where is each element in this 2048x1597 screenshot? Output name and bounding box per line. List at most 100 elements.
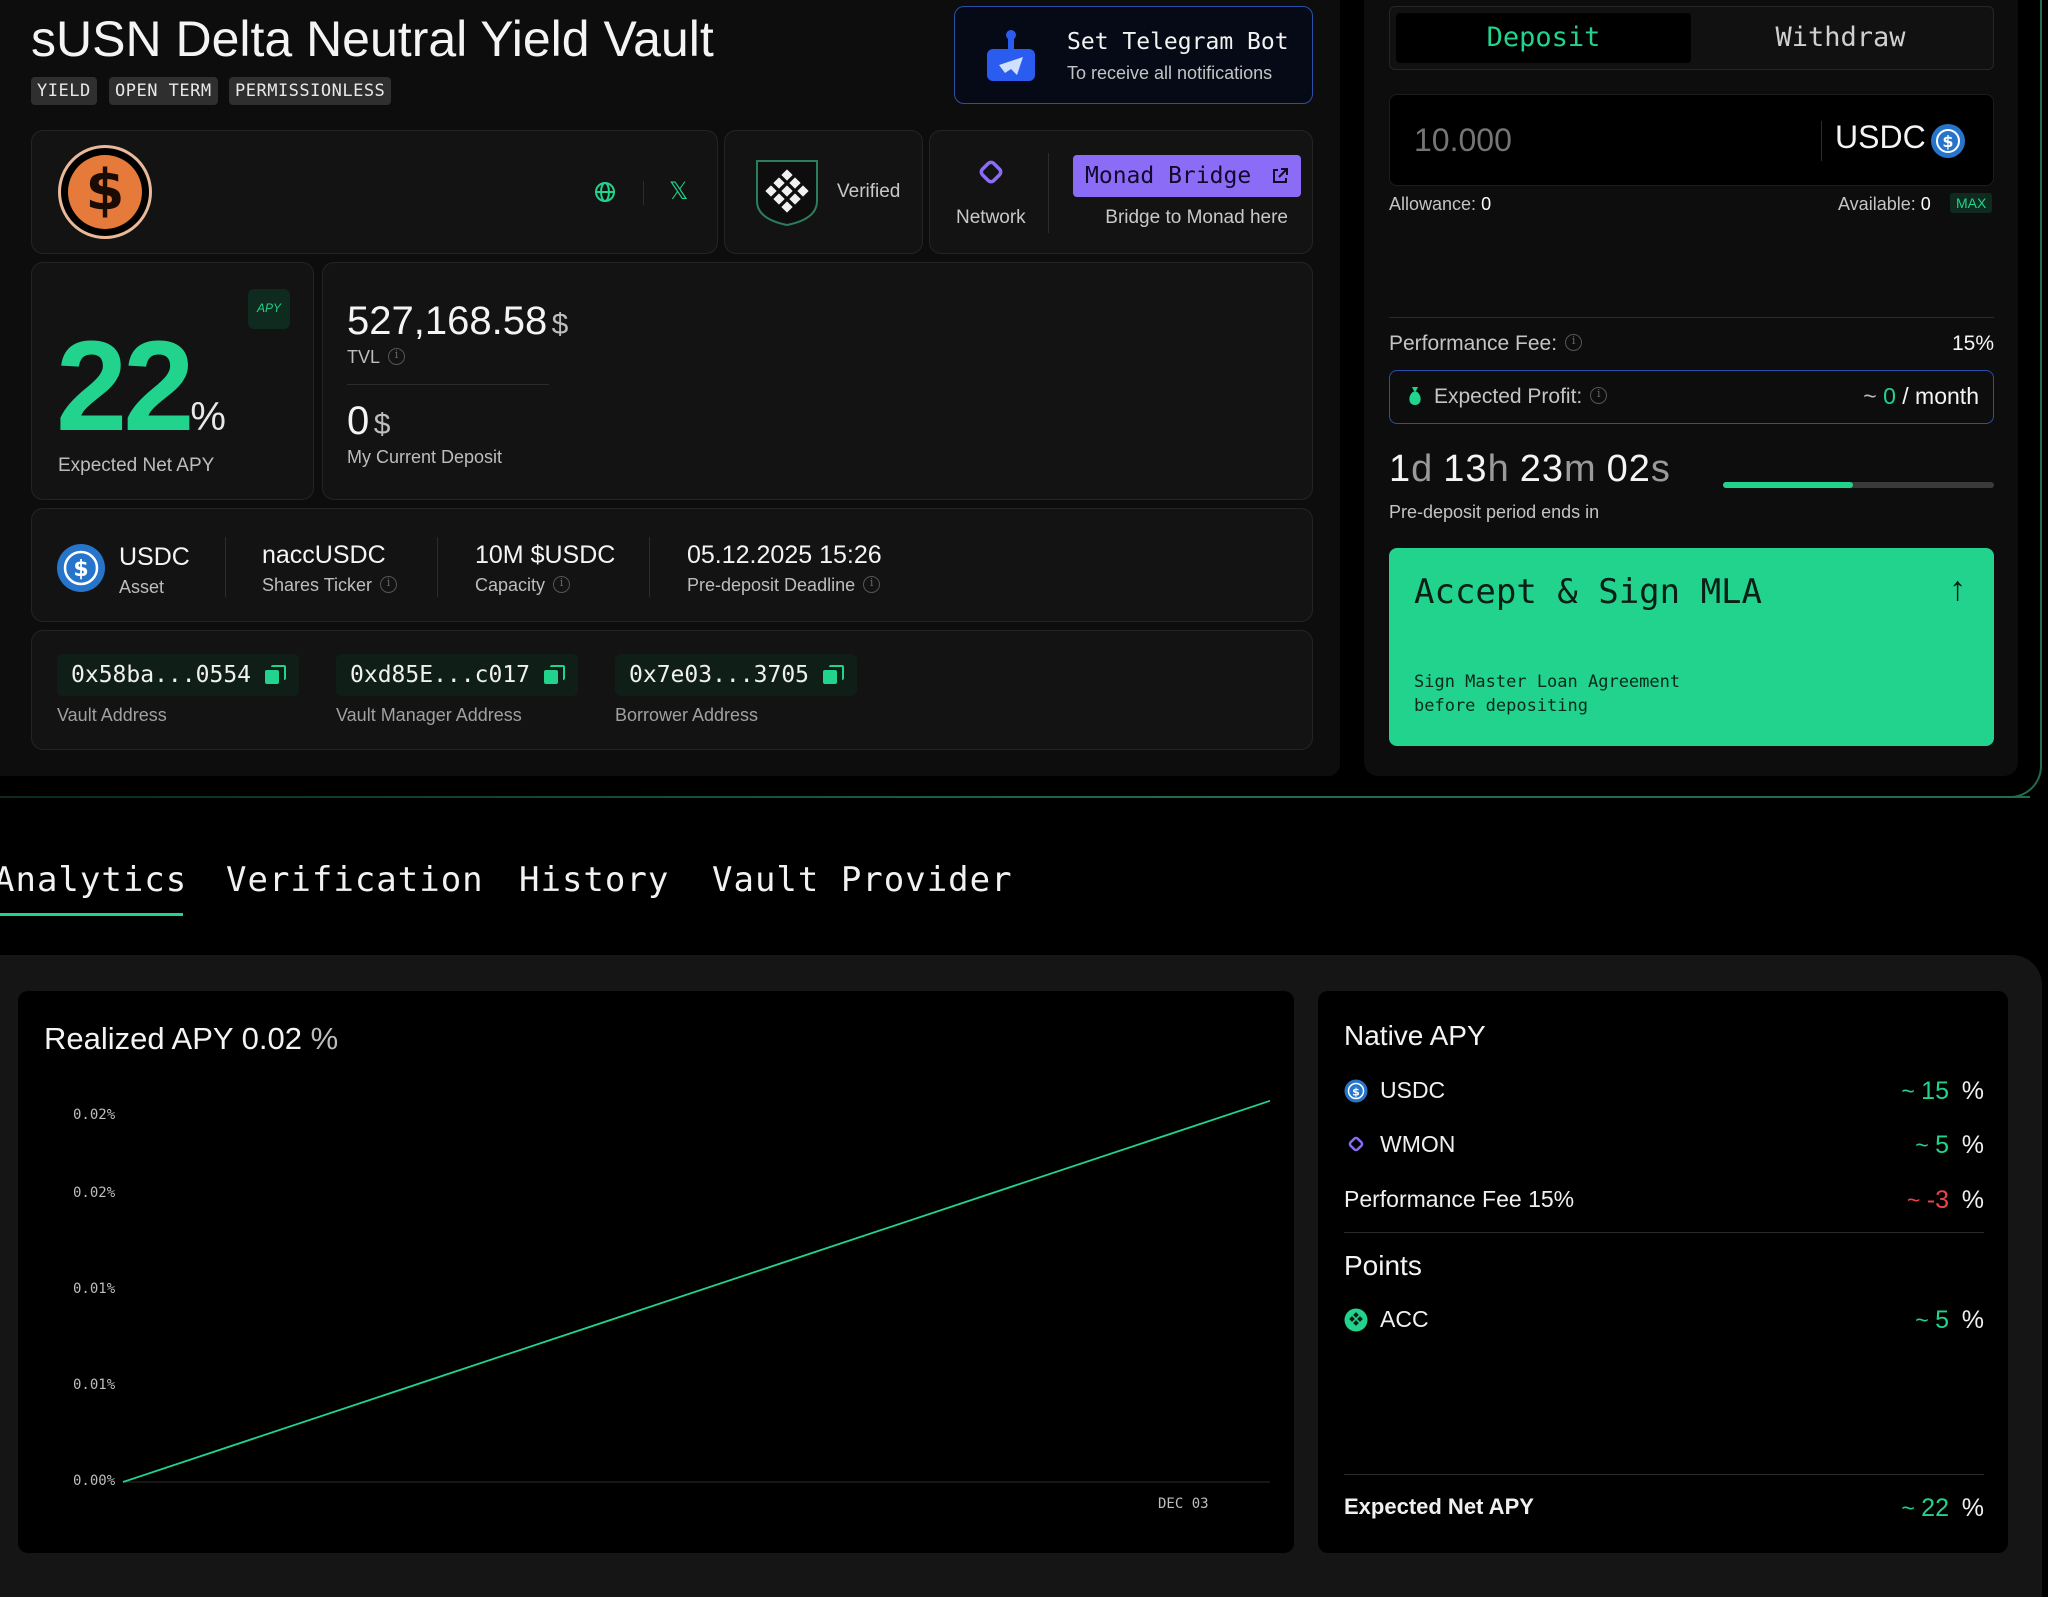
vault-manager-address-label: Vault Manager Address [336, 705, 522, 725]
native-apy-row-performance-fee: Performance Fee 15% ~ -3 % [1344, 1186, 1984, 1214]
apy-value: 22% [56, 315, 226, 458]
my-deposit-value: 0 $ [347, 399, 391, 443]
native-apy-name: Performance Fee 15% [1344, 1186, 1575, 1212]
copy-icon[interactable] [823, 665, 845, 685]
expected-profit-box: Expected Profit: ~ 0 / month [1389, 370, 1994, 424]
robot-icon [987, 30, 1035, 81]
tag-yield: YIELD [31, 77, 97, 105]
tag-open-term: OPEN TERM [109, 77, 218, 105]
countdown-progress-track [1723, 482, 1994, 488]
capacity-label: Capacity [475, 575, 571, 596]
monad-bridge-label: Monad Bridge [1085, 163, 1252, 189]
performance-fee-label: Performance Fee: [1389, 332, 1583, 356]
native-apy-title: Native APY [1344, 1020, 1486, 1051]
native-apy-name: WMON [1380, 1131, 1456, 1157]
y-tick-label: 0.02% [73, 1107, 116, 1123]
svg-text:$: $ [73, 557, 88, 582]
info-icon[interactable] [1565, 333, 1583, 351]
arrow-up-icon: ↑ [1949, 570, 1966, 608]
copy-icon[interactable] [265, 665, 287, 685]
token-selector[interactable]: USDC [1835, 119, 1926, 155]
tab-verification[interactable]: Verification [226, 860, 484, 900]
tab-analytics[interactable]: Analytics [0, 860, 188, 900]
max-button[interactable]: MAX [1950, 193, 1993, 213]
native-apy-row-wmon: WMON ~ 5 % [1344, 1131, 1984, 1171]
tab-vault-provider[interactable]: Vault Provider [712, 860, 1013, 900]
vault-address-chip[interactable]: 0x58ba...0554 [57, 654, 300, 696]
native-apy-row-usdc: $ USDC ~ 15 % [1344, 1077, 1984, 1117]
expected-net-apy-label: Expected Net APY [1344, 1494, 1534, 1519]
capacity-value: 10M $USDC [475, 541, 616, 569]
tvl-value: 527,168.58 $ [347, 299, 569, 343]
monad-icon [1348, 1136, 1364, 1152]
tab-analytics-underline [0, 913, 183, 916]
network-label: Network [956, 207, 1026, 228]
shares-ticker-label: Shares Ticker [262, 575, 398, 596]
shares-ticker-value: naccUSDC [262, 541, 386, 569]
available: Available: 0 [1838, 194, 1931, 214]
info-icon[interactable] [863, 575, 881, 593]
asset-label: Asset [119, 577, 165, 597]
usdc-token-icon: $ [1931, 124, 1965, 158]
info-icon[interactable] [1590, 386, 1608, 404]
y-tick-label: 0.01% [73, 1377, 116, 1393]
cta-subtitle-2: before depositing [1414, 696, 1588, 716]
usdc-icon: $ [57, 544, 105, 592]
points-name: ACC [1380, 1306, 1429, 1332]
allowance: Allowance: 0 [1389, 194, 1492, 214]
y-tick-label: 0.02% [73, 1185, 116, 1201]
vault-address-label: Vault Address [57, 705, 167, 725]
tag-permissionless: PERMISSIONLESS [229, 77, 392, 105]
expected-profit-value: ~ 0 / month [1863, 383, 1979, 409]
monad-bridge-button[interactable]: Monad Bridge [1073, 155, 1302, 197]
expected-net-apy-row: Expected Net APY ~ 22 % [1344, 1494, 1984, 1522]
y-tick-label: 0.00% [73, 1473, 116, 1489]
amount-input-box: USDC $ [1389, 94, 1994, 186]
x-tick-label: DEC 03 [1158, 1496, 1209, 1512]
usdc-icon: $ [1344, 1079, 1368, 1103]
tab-history[interactable]: History [519, 860, 670, 900]
money-bag-icon [1409, 387, 1421, 405]
asset-details-row: $ USDC Asset naccUSDC Shares Ticker 10M … [31, 508, 1313, 622]
realized-apy-line-chart [122, 1099, 1271, 1483]
telegram-bot-title: Set Telegram Bot [1067, 29, 1289, 55]
vault-title: sUSN Delta Neutral Yield Vault [31, 11, 714, 67]
deadline-value: 05.12.2025 15:26 [687, 541, 882, 569]
deadline-label: Pre-deposit Deadline [687, 575, 881, 596]
tvl-label: TVL [347, 347, 406, 368]
native-apy-panel [1318, 991, 2008, 1553]
asset-value: USDC [119, 543, 190, 571]
vault-logo: $ [58, 145, 152, 239]
copy-icon[interactable] [544, 665, 566, 685]
monad-network-icon [979, 160, 1003, 184]
vault-manager-address-chip[interactable]: 0xd85E...c017 [336, 654, 579, 696]
tvl-card: 527,168.58 $ TVL 0 $ My Current Deposit [322, 262, 1313, 500]
bridge-caption: Bridge to Monad here [1105, 207, 1288, 228]
y-tick-label: 0.01% [73, 1281, 116, 1297]
performance-fee-value: 15% [1951, 332, 1994, 355]
info-icon[interactable] [553, 575, 571, 593]
accept-sign-mla-button[interactable]: Accept & Sign MLA ↑ Sign Master Loan Agr… [1389, 548, 1994, 746]
countdown-progress-fill [1723, 482, 1854, 488]
cta-subtitle-1: Sign Master Loan Agreement [1414, 672, 1681, 692]
globe-icon[interactable] [594, 181, 616, 203]
telegram-bot-button[interactable]: Set Telegram Bot To receive all notifica… [954, 6, 1313, 104]
shield-acc-icon [756, 160, 818, 227]
telegram-bot-subtitle: To receive all notifications [1067, 63, 1273, 83]
points-title: Points [1344, 1250, 1422, 1281]
info-icon[interactable] [380, 575, 398, 593]
amount-input[interactable] [1414, 117, 1794, 163]
cta-title: Accept & Sign MLA [1414, 572, 1762, 612]
svg-text:$: $ [1942, 132, 1953, 151]
borrower-address-chip[interactable]: 0x7e03...3705 [615, 654, 858, 696]
svg-text:$: $ [1352, 1086, 1360, 1099]
tab-withdraw[interactable]: Withdraw [1775, 22, 1906, 53]
verified-panel[interactable]: Verified [724, 130, 923, 254]
info-icon[interactable] [388, 347, 406, 365]
points-row-acc: ACC ~ 5 % [1344, 1306, 1984, 1346]
expected-apy-card: APY 22% Expected Net APY [31, 262, 314, 500]
x-twitter-icon[interactable]: 𝕏 [669, 178, 689, 205]
apy-badge-icon: APY [248, 289, 290, 329]
apy-label: Expected Net APY [58, 455, 215, 476]
tab-deposit[interactable]: Deposit [1396, 13, 1691, 63]
